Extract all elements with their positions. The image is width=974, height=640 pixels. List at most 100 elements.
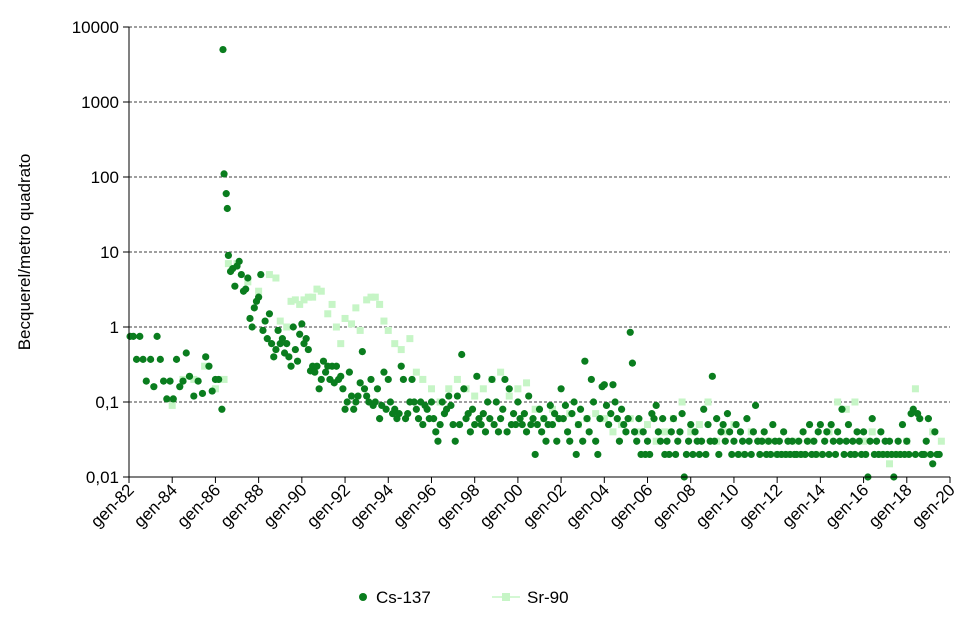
cs-137-point <box>592 437 600 445</box>
sr-90-point <box>479 385 487 393</box>
cs-137-point <box>263 335 271 343</box>
cs-137-point <box>215 375 223 384</box>
sr-90-point <box>272 274 280 282</box>
sr-90-point <box>592 410 600 418</box>
cs-137-point <box>156 355 164 363</box>
sr-90-point <box>609 428 617 436</box>
cs-137-point <box>674 437 682 445</box>
cs-137-point <box>929 460 937 468</box>
cs-137-point <box>851 450 859 459</box>
cs-137-point <box>557 385 565 393</box>
cs-137-point <box>352 398 360 406</box>
sr-90-point <box>220 375 228 383</box>
cs-137-point <box>468 405 477 413</box>
cs-137-point <box>367 375 375 384</box>
sr-90-point <box>419 375 427 383</box>
cs-137-point <box>339 385 347 393</box>
cs-137-point <box>514 398 522 406</box>
sr-90-point <box>287 297 295 305</box>
sr-90-point <box>367 293 375 301</box>
sr-90-point <box>168 401 176 409</box>
cs-137-point <box>834 428 842 436</box>
cs-137-point <box>849 437 857 445</box>
sr-90-point <box>644 421 652 429</box>
sr-90-point <box>695 421 703 429</box>
cs-137-point <box>481 428 490 436</box>
cs-137-point <box>650 415 658 423</box>
cs-137-point <box>166 377 174 385</box>
sr-90-point <box>291 296 299 304</box>
sr-90-point <box>313 285 321 293</box>
cs-137-point <box>665 450 673 459</box>
cs-137-point <box>139 355 147 363</box>
cs-137-point <box>743 415 751 423</box>
cs-137-point <box>410 398 418 406</box>
cs-137-point <box>581 357 589 365</box>
sr-90-point <box>384 326 392 334</box>
cs-137-point <box>449 420 457 429</box>
y-tick-label: 100 <box>91 168 119 187</box>
cs-137-point <box>296 330 304 338</box>
cs-137-point <box>780 428 788 436</box>
cs-137-point <box>620 420 628 429</box>
cs-137-point <box>220 170 228 178</box>
cs-137-point <box>630 428 639 436</box>
cs-137-point <box>488 375 496 384</box>
cs-137-point <box>579 437 587 445</box>
cs-137-point <box>788 437 796 445</box>
cs-137-point <box>905 450 913 459</box>
cs-137-point <box>926 450 935 459</box>
cs-137-point <box>272 345 280 354</box>
series-sr-90 <box>168 260 945 468</box>
cs-137-point <box>194 377 202 385</box>
cs-137-point <box>697 437 706 445</box>
cs-137-point <box>250 304 258 312</box>
cs-137-point <box>237 270 245 279</box>
x-tick-label: gen-12 <box>735 480 786 531</box>
cs-137-point <box>172 355 181 363</box>
cs-137-point <box>218 405 226 413</box>
cs-137-point <box>494 428 503 436</box>
cs-137-point <box>667 428 675 436</box>
cs-137-point <box>283 340 291 348</box>
cs-137-point <box>313 362 321 370</box>
sr-90-point <box>317 287 325 295</box>
cs-137-point <box>764 437 773 445</box>
cs-137-point <box>386 398 395 406</box>
cs-137-point <box>169 395 177 403</box>
cs-137-point <box>885 437 894 445</box>
cs-137-point <box>829 437 837 445</box>
cs-137-point <box>285 353 293 361</box>
cs-137-point <box>669 415 678 423</box>
cs-137-point <box>176 383 184 391</box>
cs-137-point <box>455 420 464 429</box>
cs-137-point <box>568 410 576 418</box>
x-tick-label: gen-20 <box>908 480 959 531</box>
cs-137-point <box>434 437 442 445</box>
cs-137-point <box>501 375 509 384</box>
sr-90-point <box>678 398 686 406</box>
cs-137-point <box>445 392 453 400</box>
cs-137-point <box>676 428 684 436</box>
cs-137-point <box>866 437 874 445</box>
cs-137-point <box>159 377 168 385</box>
sr-90-point <box>860 437 868 445</box>
x-tick-label: gen-00 <box>476 480 527 531</box>
cs-137-point <box>533 420 541 429</box>
cs-137-point <box>825 450 833 459</box>
sr-90-point <box>304 293 312 301</box>
sr-90-point <box>497 368 505 376</box>
cs-137-point <box>185 372 194 380</box>
sr-90-point <box>352 304 360 312</box>
cs-137-point <box>356 379 364 387</box>
cs-137-point <box>769 420 777 429</box>
sr-90-point <box>328 300 336 308</box>
cs-137-point <box>516 415 524 423</box>
legend: Cs-137 Sr-90 <box>359 588 569 607</box>
cs-137-point <box>678 410 686 418</box>
cs-137-point <box>730 437 738 445</box>
cs-137-point <box>920 450 928 459</box>
x-tick-label: gen-14 <box>778 480 829 531</box>
cs-137-point <box>267 340 276 348</box>
cs-137-point <box>602 401 611 410</box>
